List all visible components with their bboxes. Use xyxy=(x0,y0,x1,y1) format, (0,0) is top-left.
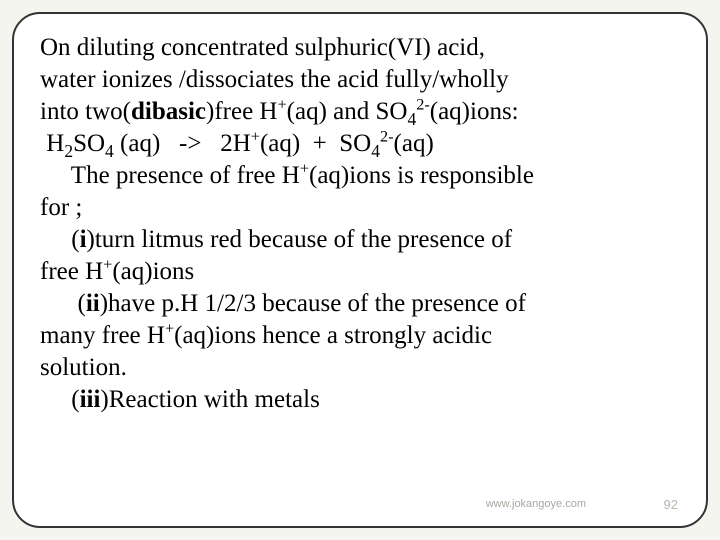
line-4: H2SO4 (aq) -> 2H+(aq) + SO42-(aq) xyxy=(40,128,680,160)
line-10: many free H+(aq)ions hence a strongly ac… xyxy=(40,320,680,352)
sup: 2- xyxy=(416,96,430,114)
t: ( xyxy=(40,226,80,253)
t: (aq)ions xyxy=(112,258,194,285)
t: water ionizes /dissociates the acid full… xyxy=(40,66,509,93)
t-bold: ii xyxy=(86,290,100,317)
line-6: for ; xyxy=(40,192,680,224)
sup: + xyxy=(277,96,286,114)
t: (aq)ions is responsible xyxy=(309,162,534,189)
page-number: 92 xyxy=(664,497,678,512)
line-9: (ii)have p.H 1/2/3 because of the presen… xyxy=(40,288,680,320)
t: for ; xyxy=(40,194,82,221)
t: many free H xyxy=(40,322,165,349)
t: )turn litmus red because of the presence… xyxy=(87,226,513,253)
t: )Reaction with metals xyxy=(100,386,319,413)
t: )have p.H 1/2/3 because of the presence … xyxy=(100,290,526,317)
sub: 4 xyxy=(371,141,380,161)
t: solution. xyxy=(40,354,127,381)
line-7: (i)turn litmus red because of the presen… xyxy=(40,224,680,256)
t: (aq) + SO xyxy=(260,130,371,157)
t-bold: iii xyxy=(80,386,101,413)
t: On diluting concentrated sulphuric(VI) a… xyxy=(40,34,485,61)
line-11: solution. xyxy=(40,352,680,384)
line-1: On diluting concentrated sulphuric(VI) a… xyxy=(40,32,680,64)
t: SO xyxy=(73,130,105,157)
sub: 2 xyxy=(64,141,73,161)
line-12: (iii)Reaction with metals xyxy=(40,384,680,416)
t: )free H xyxy=(206,98,277,125)
t: into two( xyxy=(40,98,131,125)
sup: + xyxy=(300,160,309,178)
t-bold: i xyxy=(80,226,87,253)
t: (aq) and SO xyxy=(287,98,408,125)
sub: 4 xyxy=(407,109,416,129)
line-2: water ionizes /dissociates the acid full… xyxy=(40,64,680,96)
sup: 2- xyxy=(380,128,394,146)
sup: + xyxy=(103,256,112,274)
sup: + xyxy=(165,320,174,338)
sup: + xyxy=(251,128,260,146)
t: H xyxy=(40,130,64,157)
t: ( xyxy=(40,290,86,317)
t: ( xyxy=(40,386,80,413)
footer-url: www.jokangoye.com xyxy=(486,498,586,510)
t: free H xyxy=(40,258,103,285)
sub: 4 xyxy=(105,141,114,161)
line-5: The presence of free H+(aq)ions is respo… xyxy=(40,160,680,192)
line-3: into two(dibasic)free H+(aq) and SO42-(a… xyxy=(40,96,680,128)
t: (aq)ions hence a strongly acidic xyxy=(174,322,492,349)
slide-frame: On diluting concentrated sulphuric(VI) a… xyxy=(12,12,708,528)
t: (aq) -> 2H xyxy=(114,130,251,157)
t: The presence of free H xyxy=(40,162,300,189)
slide-content: On diluting concentrated sulphuric(VI) a… xyxy=(40,32,680,416)
t-bold: dibasic xyxy=(131,98,206,125)
line-8: free H+(aq)ions xyxy=(40,256,680,288)
t: (aq)ions: xyxy=(430,98,519,125)
t: (aq) xyxy=(394,130,434,157)
